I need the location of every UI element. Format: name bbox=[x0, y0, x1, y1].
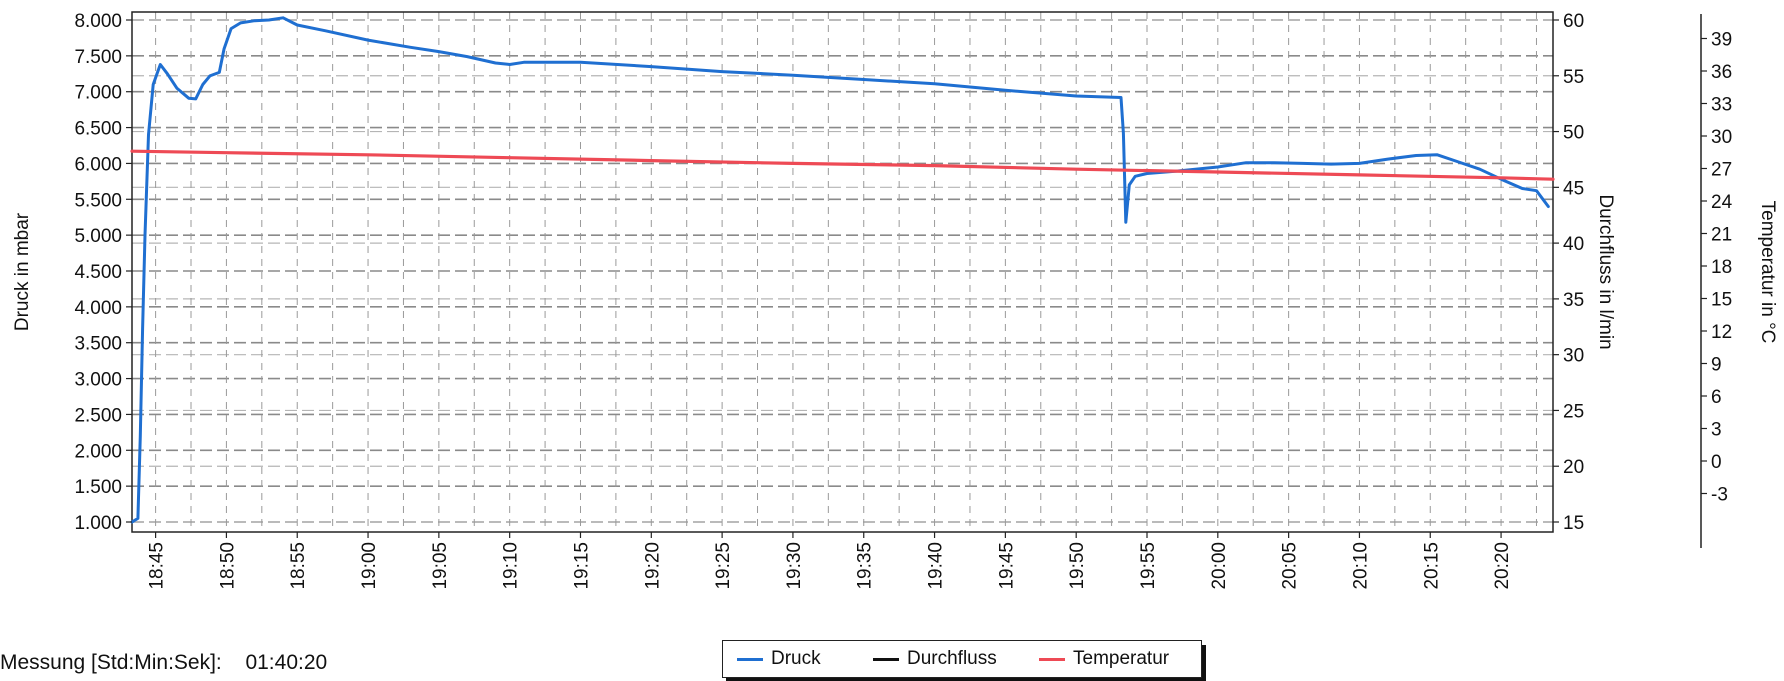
y-right1-tick-label: 40 bbox=[1563, 234, 1584, 255]
x-tick-label: 19:30 bbox=[784, 542, 805, 590]
legend-item-temperatur: Temperatur bbox=[1039, 648, 1169, 670]
y-left-tick-label: 7.500 bbox=[74, 47, 122, 68]
x-tick-label: 19:50 bbox=[1067, 542, 1088, 590]
legend-item-durchfluss: Durchfluss bbox=[873, 648, 997, 670]
x-tick-label: 19:05 bbox=[430, 542, 451, 590]
y-left-tick-label: 1.500 bbox=[74, 477, 122, 498]
y-right2-tick-label: 6 bbox=[1711, 387, 1722, 408]
legend-swatch-durchfluss bbox=[873, 657, 899, 661]
y-left-tick-label: 2.500 bbox=[74, 405, 122, 426]
y-right2-tick-label: 21 bbox=[1711, 225, 1732, 246]
y-right1-tick-label: 20 bbox=[1563, 457, 1584, 478]
y-right2-tick-label: 0 bbox=[1711, 452, 1722, 473]
y-right2-tick-label: 39 bbox=[1711, 30, 1732, 51]
y-right2-tick-label: 27 bbox=[1711, 160, 1732, 181]
legend-label-temperatur: Temperatur bbox=[1073, 648, 1170, 669]
y-left-tick-label: 1.000 bbox=[74, 513, 122, 534]
y-right1-tick-label: 55 bbox=[1563, 67, 1584, 88]
y-left-tick-label: 6.000 bbox=[74, 154, 122, 175]
y-right2-tick-label: 33 bbox=[1711, 95, 1732, 116]
legend-label-durchfluss: Durchfluss bbox=[907, 648, 997, 669]
x-axis: 18:45 18:50 18:55 19:00 19:05 19:10 19:15 19:20… bbox=[147, 532, 1513, 590]
y-left-tick-label: 3.500 bbox=[74, 334, 122, 355]
grid bbox=[132, 12, 1553, 532]
y-left-tick-label: 7.000 bbox=[74, 83, 122, 104]
y-left-tick-label: 5.000 bbox=[74, 226, 122, 247]
x-tick-label: 20:00 bbox=[1209, 542, 1230, 590]
y-left-tick-label: 2.000 bbox=[74, 441, 122, 462]
plot-area bbox=[131, 11, 1554, 533]
y-left-tick-label: 4.000 bbox=[74, 298, 122, 319]
y-right2-tick-label: 24 bbox=[1711, 192, 1733, 213]
y-right1-tick-label: 45 bbox=[1563, 178, 1584, 199]
y-left-tick-label: 5.500 bbox=[74, 190, 122, 211]
x-tick-label: 18:55 bbox=[288, 542, 309, 590]
y-axis-left: 1.000 1.500 2.000 2.500 3.000 3.500 4.000 4.500… bbox=[74, 11, 132, 534]
y-right2-tick-label: 3 bbox=[1711, 420, 1722, 441]
y-right2-tick-label: 12 bbox=[1711, 322, 1732, 343]
legend-item-druck: Druck bbox=[737, 648, 821, 670]
y-right2-tick-label: 9 bbox=[1711, 355, 1722, 376]
y-left-tick-label: 6.500 bbox=[74, 119, 122, 140]
x-tick-label: 20:10 bbox=[1350, 542, 1371, 590]
x-tick-label: 19:20 bbox=[642, 542, 663, 590]
legend-swatch-temperatur bbox=[1039, 657, 1065, 661]
series-line-temperatur bbox=[130, 149, 1555, 181]
x-tick-label: 19:45 bbox=[996, 542, 1017, 590]
y-right1-tick-label: 35 bbox=[1563, 290, 1584, 311]
x-tick-label: 19:10 bbox=[501, 542, 522, 590]
x-tick-label: 19:00 bbox=[359, 542, 380, 590]
x-tick-label: 18:45 bbox=[147, 542, 168, 590]
y-axis-right-durchfluss: 15 20 25 30 35 40 45 50 55 60 bbox=[1553, 11, 1584, 534]
legend: Druck Durchfluss Temperatur bbox=[722, 640, 1202, 678]
y-right1-tick-label: 15 bbox=[1563, 513, 1584, 534]
measurement-duration: Messung [Std:Min:Sek]: 01:40:20 bbox=[0, 651, 327, 675]
chart: 1.000 1.500 2.000 2.500 3.000 3.500 4.000 4.500… bbox=[12, 11, 1778, 590]
y-right1-tick-label: 25 bbox=[1563, 401, 1584, 422]
x-tick-label: 19:25 bbox=[713, 542, 734, 590]
series-layer bbox=[130, 16, 1555, 524]
y-axis-right1-label: Durchfluss in l/min bbox=[1595, 194, 1616, 349]
x-tick-label: 19:55 bbox=[1138, 542, 1159, 590]
y-right2-tick-label: -3 bbox=[1711, 485, 1728, 506]
y-right1-tick-label: 50 bbox=[1563, 123, 1584, 144]
y-right1-tick-label: 60 bbox=[1563, 11, 1584, 32]
y-right2-tick-label: 15 bbox=[1711, 290, 1732, 311]
x-tick-label: 18:50 bbox=[217, 542, 238, 590]
x-tick-label: 19:15 bbox=[571, 542, 592, 590]
series-line-druck bbox=[130, 16, 1550, 524]
x-tick-label: 20:15 bbox=[1421, 542, 1442, 590]
y-right2-tick-label: 30 bbox=[1711, 127, 1732, 148]
y-axis-left-label: Druck in mbar bbox=[12, 212, 33, 331]
y-axis-right2-label: Temperatur in °C bbox=[1757, 201, 1778, 344]
x-tick-label: 19:35 bbox=[855, 542, 876, 590]
measurement-duration-label: Messung [Std:Min:Sek]: bbox=[0, 651, 222, 674]
y-right1-tick-label: 30 bbox=[1563, 346, 1584, 367]
y-left-tick-label: 8.000 bbox=[74, 11, 122, 32]
legend-label-druck: Druck bbox=[771, 648, 821, 669]
x-tick-label: 20:20 bbox=[1492, 542, 1513, 590]
x-tick-label: 19:40 bbox=[926, 542, 947, 590]
x-tick-label: 20:05 bbox=[1280, 542, 1301, 590]
measurement-duration-value: 01:40:20 bbox=[245, 651, 328, 674]
y-right2-tick-label: 18 bbox=[1711, 257, 1732, 278]
y-left-tick-label: 3.000 bbox=[74, 370, 122, 391]
y-left-tick-label: 4.500 bbox=[74, 262, 122, 283]
y-right2-tick-label: 36 bbox=[1711, 62, 1732, 83]
legend-swatch-druck bbox=[737, 657, 763, 661]
